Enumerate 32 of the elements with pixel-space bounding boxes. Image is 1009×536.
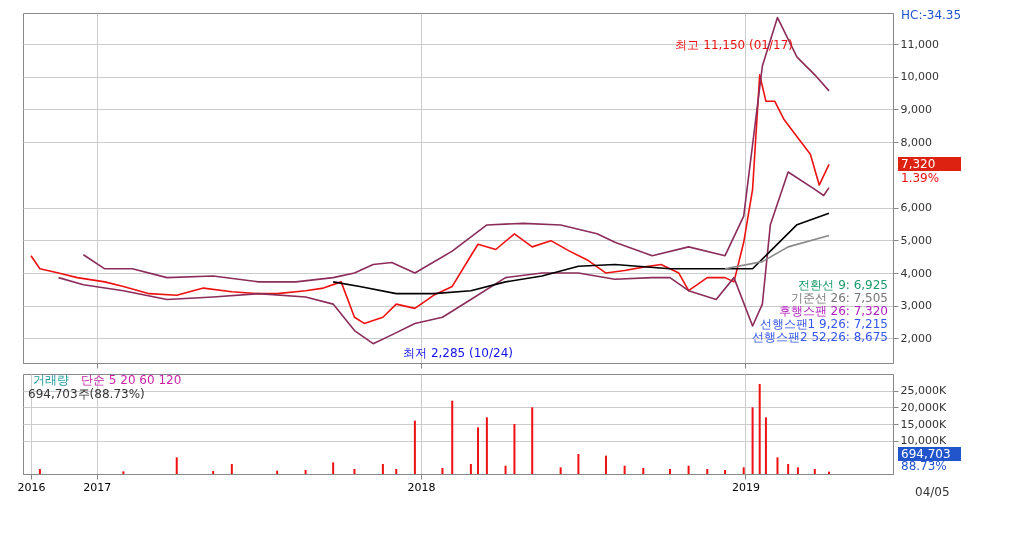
annotation: 단순 5 20 60 120 [81,373,182,387]
y-tick-label: 8,000 [900,135,932,149]
annotation: 선행스팬2 52,26: 8,675 [751,330,888,344]
y-tick-label: 9,000 [900,103,932,116]
y-tick-label: 3,000 [900,299,932,313]
text: 694,703 [901,447,951,461]
annotation: 전환선 9: 6,925 [798,278,888,292]
x-tick-label: 2018 [407,480,436,494]
y-tick-label: 25,000K [900,384,947,398]
text: HC:-34.35 [901,8,962,22]
annotation: 후행스팬 26: 7,320 [778,304,888,318]
x-tick-label: 2019 [731,480,760,494]
y-tick-label: 4,000 [900,266,932,280]
y-tick-label: 10,000K [900,434,947,448]
text: 04/05 [915,485,950,499]
annotation: 694,703주(88.73%) [28,387,145,401]
annotation: 기준선 26: 7,505 [790,291,888,305]
y-tick-label: 15,000K [900,417,947,431]
y-tick-label: 10,000 [900,70,939,84]
y-tick-label: 6,000 [900,201,932,215]
x-tick-label: 2017 [83,480,112,494]
y-tick-label: 2,000 [900,331,932,345]
text: 7,320 [901,157,936,171]
annotation: 거래량 [33,373,69,387]
text: 1.39% [901,171,940,185]
annotation: 선행스팬1 9,26: 7,215 [759,317,888,331]
y-tick-label: 5,000 [900,233,932,247]
annotation: 최저 2,285 (10/24) [403,346,513,360]
text: 88.73% [901,459,947,473]
y-tick-label: 11,000 [900,37,939,51]
y-tick-label: 20,000K [900,400,947,414]
x-tick-label: 2016 [17,480,46,494]
